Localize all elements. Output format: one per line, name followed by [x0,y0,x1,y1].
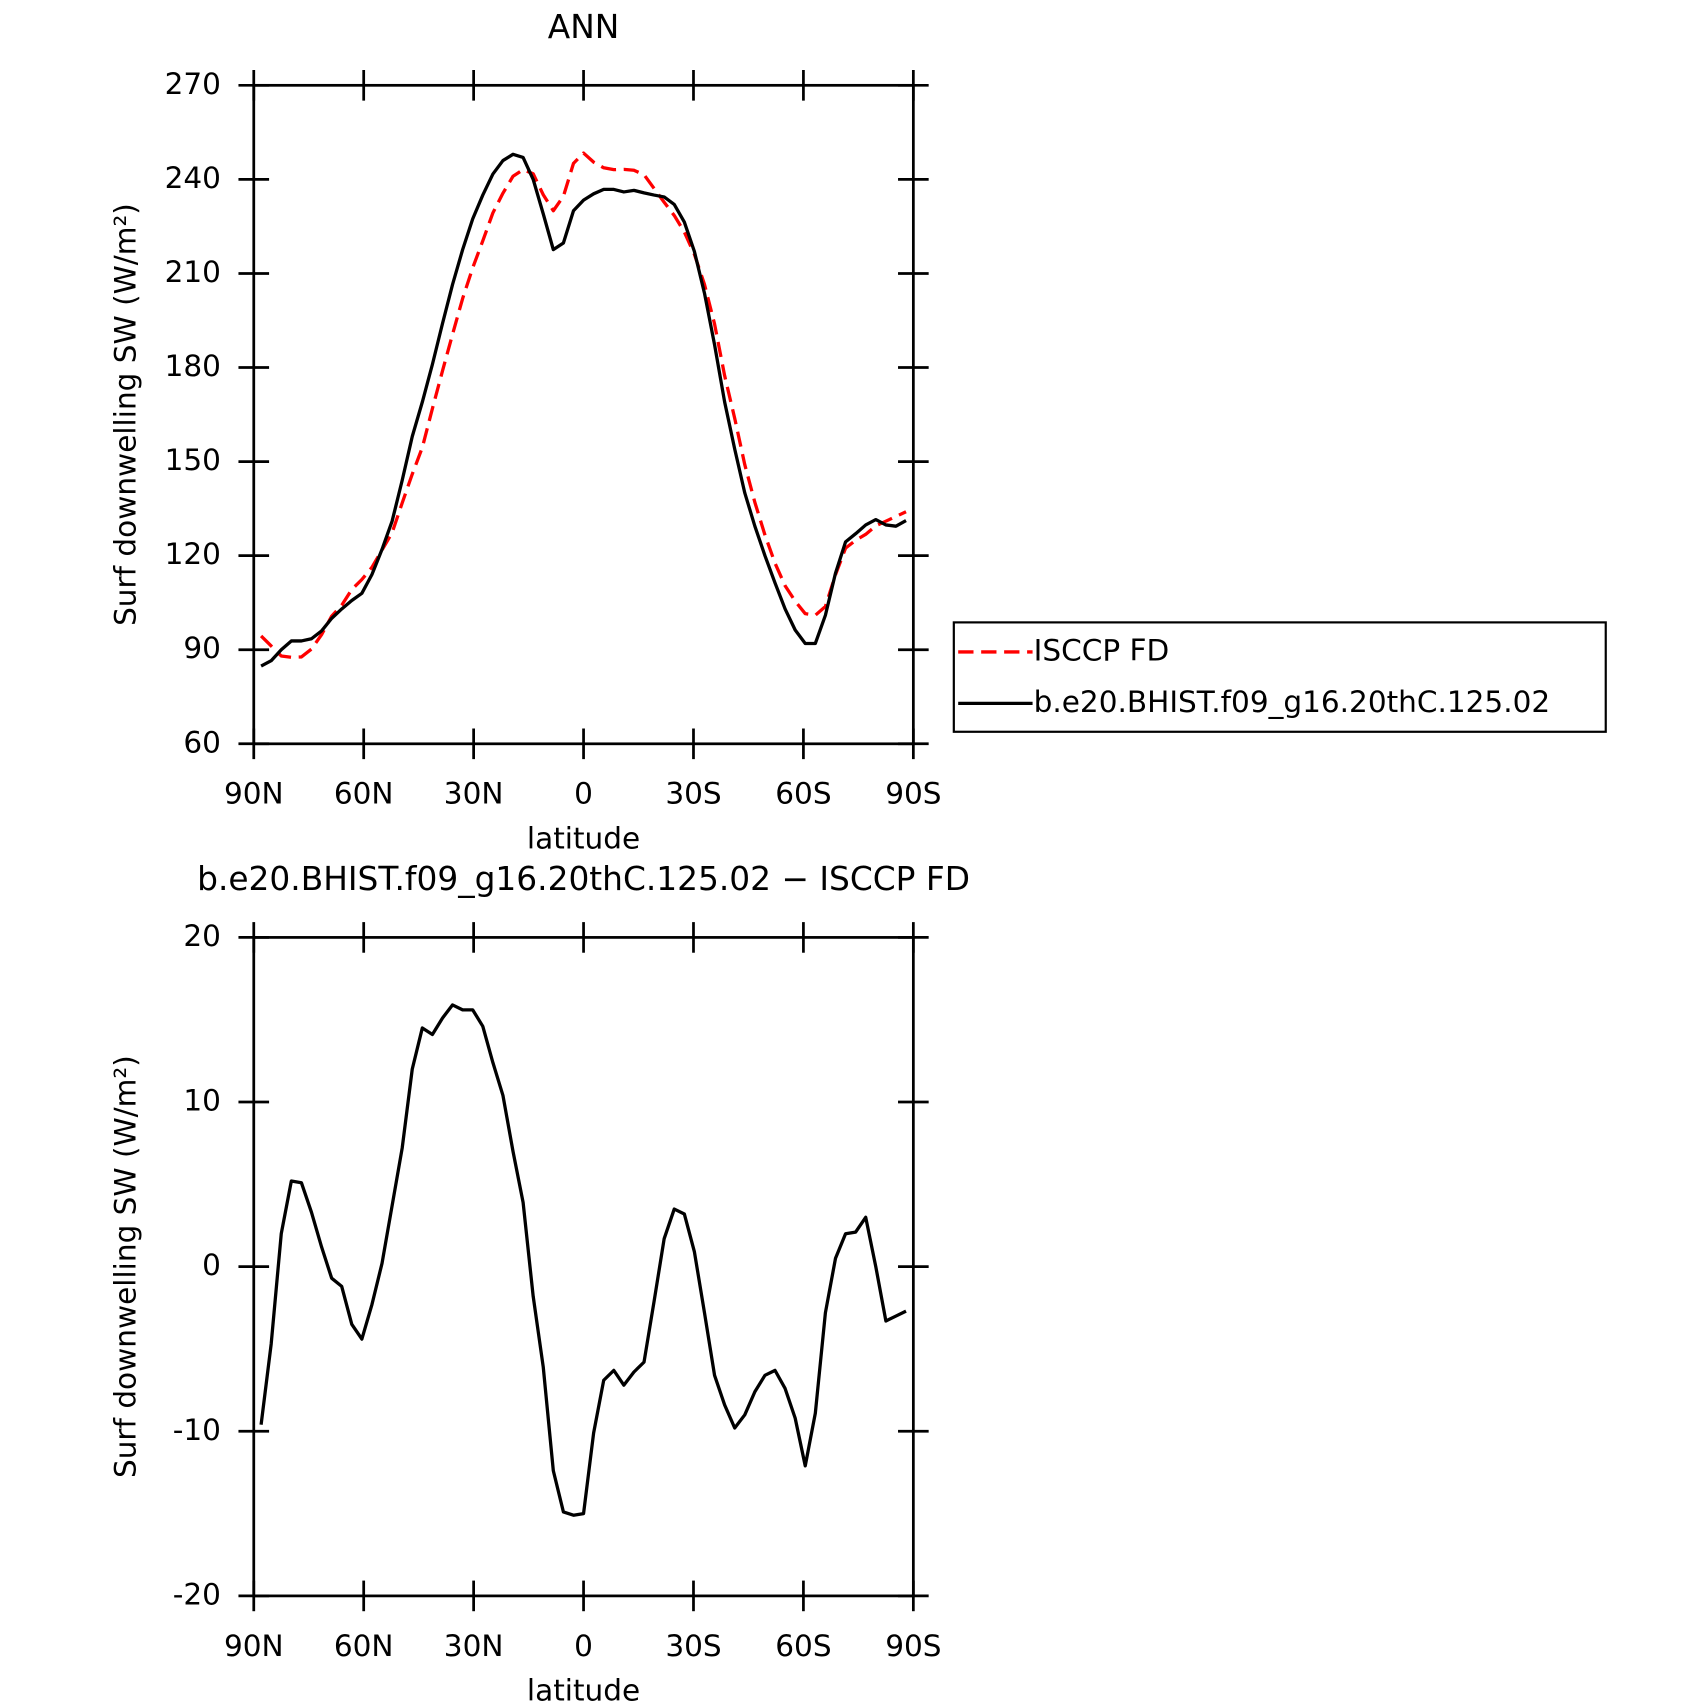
plot-frame [252,936,915,1598]
x-tick-label: 90S [885,777,941,811]
data-line [259,1003,907,1517]
data-line [260,152,907,668]
x-tick-label: 60S [775,1629,831,1663]
x-tick-label: 60S [775,777,831,811]
y-tick-label: 120 [165,537,221,571]
legend-label: b.e20.BHIST.f09_g16.20thC.125.02 [1034,685,1551,719]
x-tick-label: 90N [224,777,284,811]
legend-box [952,621,1607,733]
x-tick-label: 90N [224,1629,284,1663]
plot-frame [252,83,915,746]
y-tick-label: 90 [183,631,221,665]
y-axis-label: Surf downwelling SW (W/m²) [108,1055,142,1478]
y-tick-label: 270 [165,67,221,101]
x-tick-label: 60N [334,1629,394,1663]
y-tick-label: 20 [183,919,221,953]
y-tick-label: -10 [173,1413,221,1447]
x-axis-label: latitude [527,1674,640,1702]
y-tick-label: -20 [173,1577,221,1611]
y-tick-label: 150 [165,443,221,477]
data-line [259,151,907,659]
x-tick-label: 30N [444,1629,504,1663]
y-tick-label: 0 [202,1248,221,1282]
x-tick-label: 0 [574,777,593,811]
y-tick-label: 240 [165,161,221,195]
y-tick-label: 180 [165,349,221,383]
chart-title: b.e20.BHIST.f09_g16.20thC.125.02 − ISCCP… [197,860,970,898]
x-tick-label: 60N [334,777,394,811]
y-axis-label: Surf downwelling SW (W/m²) [108,203,142,626]
y-tick-label: 60 [183,725,221,759]
x-tick-label: 30S [665,1629,721,1663]
chart-title: ANN [548,8,620,46]
x-tick-label: 90S [885,1629,941,1663]
y-tick-label: 210 [165,255,221,289]
legend-label: ISCCP FD [1034,633,1170,667]
x-tick-label: 30S [665,777,721,811]
x-tick-label: 30N [444,777,504,811]
y-tick-label: 10 [183,1084,221,1118]
x-tick-label: 0 [574,1629,593,1663]
x-axis-label: latitude [527,822,640,856]
